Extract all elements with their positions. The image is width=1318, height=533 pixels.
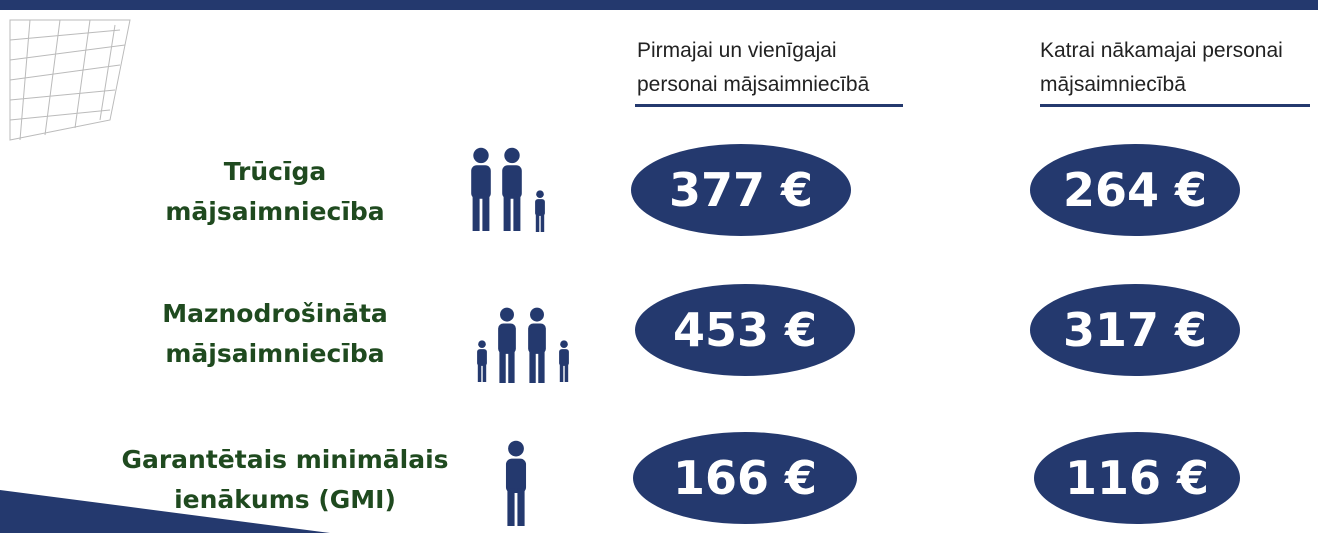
value: 264 € xyxy=(1063,163,1207,217)
header-underline xyxy=(635,104,903,107)
value-badge xyxy=(1034,432,1240,524)
person-icon xyxy=(505,440,527,526)
value: 116 € xyxy=(1065,451,1209,505)
header-underline xyxy=(1040,104,1310,107)
value-badge xyxy=(1030,284,1240,376)
row-label: mājsaimniecība xyxy=(165,339,384,368)
row-label: Garantētais minimālais xyxy=(121,445,448,474)
decoration xyxy=(9,19,131,141)
value-badge xyxy=(635,284,855,376)
column-header: mājsaimniecībā xyxy=(1040,73,1186,96)
top-bar xyxy=(0,0,1318,10)
value: 317 € xyxy=(1063,303,1207,357)
family-icon xyxy=(477,307,569,383)
value: 377 € xyxy=(669,163,813,217)
value-badge xyxy=(633,432,857,524)
column-header: Katrai nākamajai personai xyxy=(1040,39,1283,62)
value-badge xyxy=(631,144,851,236)
value-badge xyxy=(1030,144,1240,236)
row-label: Trūcīga xyxy=(224,157,327,186)
value: 453 € xyxy=(673,303,817,357)
column-header: Pirmajai un vienīgajai xyxy=(637,39,837,62)
row: Garantētais minimālais ienākums (GMI) 16… xyxy=(121,432,1240,526)
family-icon xyxy=(471,147,545,232)
row-label: Maznodrošināta xyxy=(162,299,388,328)
corner-triangle xyxy=(0,490,330,533)
row: Maznodrošināta mājsaimniecība 453 € 317 … xyxy=(162,284,1240,383)
column-header: personai mājsaimniecībā xyxy=(637,73,870,96)
value: 166 € xyxy=(673,451,817,505)
row: Trūcīga mājsaimniecība 377 € 264 € xyxy=(165,144,1240,236)
row-label: ienākums (GMI) xyxy=(174,485,396,514)
row-label: mājsaimniecība xyxy=(165,197,384,226)
